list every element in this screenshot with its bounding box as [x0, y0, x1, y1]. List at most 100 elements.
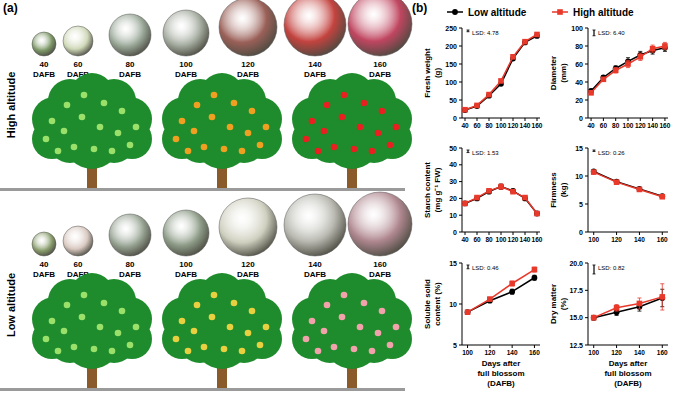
y-tick-label: 100 [571, 25, 583, 32]
lsd-bar [593, 30, 594, 36]
tree-fruit [49, 318, 56, 325]
x-tick-label: 120 [508, 122, 519, 129]
data-point [462, 107, 468, 113]
y-tick [585, 100, 588, 101]
tree-fruit [331, 144, 338, 151]
y-tick-label: 0 [453, 229, 457, 236]
data-point [614, 179, 620, 185]
x-tick-label: 160 [659, 122, 670, 129]
x-tick [537, 118, 538, 121]
lsd-label: LSD: 0.46 [472, 265, 499, 271]
x-tick-label: 80 [612, 122, 620, 129]
fruit-photo [348, 192, 412, 256]
tree-fruit [55, 148, 62, 155]
x-tick-label: 120 [484, 349, 495, 356]
error-bar [532, 275, 536, 280]
tree-fruit [227, 124, 234, 131]
y-tick [459, 232, 462, 233]
tree-canopy [70, 273, 114, 317]
x-tick [467, 345, 468, 348]
stage-label: 140 [308, 260, 322, 269]
stage-label: 100 [179, 260, 193, 269]
x-tick-label: 40 [461, 236, 469, 243]
panel-label: (b) [412, 1, 427, 15]
tree-fruit [97, 324, 104, 331]
lsd-cap [593, 273, 596, 274]
y-tick-label: 20.0 [569, 260, 583, 267]
row-label: Low altitude [5, 273, 17, 337]
tree-fruit [127, 142, 134, 149]
data-point [462, 201, 468, 207]
error-bar [663, 44, 667, 51]
y-tick-label: 20 [449, 195, 457, 202]
series-line [591, 48, 665, 91]
x-label: Days after [482, 359, 521, 368]
stage-unit: DAFB [304, 270, 326, 279]
y-tick-label: 15 [449, 260, 457, 267]
x-tick [591, 118, 592, 121]
tree-fruit [257, 142, 264, 149]
fruit-photo [348, 0, 412, 56]
y-tick-label: 0 [453, 115, 457, 122]
stage-unit: DAFB [237, 270, 259, 279]
y-tick [585, 204, 588, 205]
error-bar [592, 315, 596, 319]
tree-fruit [324, 302, 331, 309]
x-tick [489, 232, 490, 235]
x-tick-label: 60 [600, 122, 608, 129]
tree-fruit [379, 308, 386, 315]
tree-fruit [387, 342, 394, 349]
data-point [498, 78, 504, 84]
tree-fruit [43, 336, 50, 343]
stage-unit: DAFB [119, 70, 141, 79]
lsd-cap [467, 150, 470, 151]
tree-fruit [133, 124, 140, 131]
x-tick-label: 160 [532, 122, 543, 129]
tree-fruit [119, 108, 126, 115]
tree-fruit [201, 344, 208, 351]
x-tick-label: 100 [496, 236, 507, 243]
legend-label: High altitude [573, 7, 634, 18]
tree-fruit [79, 114, 86, 121]
tree-fruit [185, 148, 192, 155]
tree-fruit [101, 100, 108, 107]
tree-fruit [369, 148, 376, 155]
y-tick-label: 50 [449, 145, 457, 152]
x-tick-label: 100 [623, 122, 634, 129]
tree-fruit [194, 102, 201, 109]
x-tick [477, 232, 478, 235]
y-label: Firmness [549, 172, 558, 208]
y-tick-label: 15 [575, 145, 583, 152]
x-tick-label: 80 [485, 236, 493, 243]
error-bar [510, 289, 514, 294]
tree-fruit [257, 342, 264, 349]
series-line [594, 297, 663, 318]
lsd-cap [593, 35, 596, 36]
fruit-photo [109, 14, 151, 56]
y-tick [585, 82, 588, 83]
y-tick-label: 20 [575, 97, 583, 104]
tree-fruit [341, 292, 348, 299]
y-tick [459, 304, 462, 305]
x-tick [489, 118, 490, 121]
y-tick [459, 118, 462, 119]
data-point [510, 189, 516, 195]
y-tick-label: 0 [579, 229, 583, 236]
lsd-bar [593, 150, 594, 151]
series-line [465, 34, 537, 109]
x-tick-label: 140 [647, 122, 658, 129]
lsd-cap [593, 265, 596, 266]
fruit-photo [32, 32, 56, 56]
y-tick [585, 232, 588, 233]
chart: 020406080100406080100120140160Diameter(m… [549, 25, 671, 130]
fruit-photo [163, 10, 209, 56]
chart: 051015100120140160Firmness(kg)LSD: 0.26 [549, 145, 668, 244]
tree-fruit [303, 336, 310, 343]
y-axis [462, 28, 463, 118]
tree-fruit [209, 114, 216, 121]
data-point [474, 103, 480, 109]
y-label: content (%) [433, 282, 442, 326]
y-tick [585, 317, 588, 318]
x-tick-label: 60 [473, 122, 481, 129]
x-tick [664, 118, 665, 121]
